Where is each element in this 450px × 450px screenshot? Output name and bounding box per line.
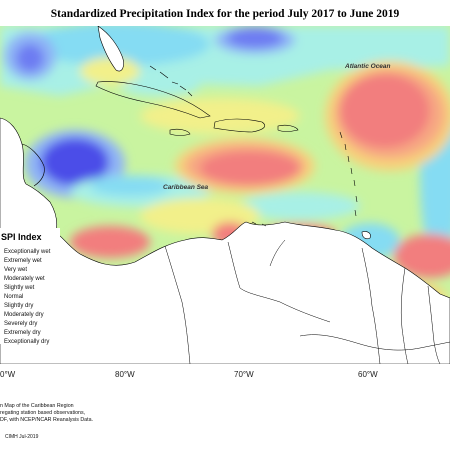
legend-item: Exceptionally wet — [4, 249, 51, 255]
legend-item: Extremely wet — [4, 258, 42, 264]
longitude-label: 60°W — [358, 370, 378, 379]
lesser-antilles — [339, 131, 358, 217]
aruba-curacao — [251, 221, 267, 227]
legend-item: Moderately dry — [4, 312, 44, 318]
spi-legend: SPI Index Exceptionally wet Extremely we… — [0, 228, 60, 347]
spi-field-extremely-wet-north — [227, 28, 283, 48]
florida-land — [97, 26, 124, 72]
legend-item: Moderately wet — [4, 276, 45, 282]
legend-title: SPI Index — [1, 232, 42, 242]
spi-field-extremely-wet-nw — [16, 44, 44, 72]
footer-line: n Map of the Caribbean Region — [0, 403, 74, 409]
legend-item: Extremely dry — [4, 330, 41, 336]
spi-field-extremely-dry-atlantic — [340, 74, 430, 148]
yucatan-coast — [21, 143, 45, 187]
map-footer: n Map of the Caribbean Region regating s… — [0, 403, 93, 425]
footer-line: regating station based observations, — [0, 410, 86, 417]
legend-item: Slightly dry — [4, 303, 34, 309]
longitude-label: 70°W — [234, 370, 254, 379]
footer-line: DF, with NCEP/NCAR Reanalysis Data. — [0, 417, 94, 424]
spi-field-extremely-dry-se — [394, 234, 450, 278]
bahamas-islands — [149, 65, 193, 97]
trinidad-land — [361, 231, 371, 240]
spi-field-moderately-wet-central — [90, 176, 170, 196]
border-guyana-suriname — [400, 267, 409, 364]
south-america-land — [0, 221, 450, 364]
legend-item: Severely dry — [4, 321, 38, 327]
spi-field-moderately-wet-ne — [120, 76, 200, 96]
spi-map — [0, 26, 450, 364]
legend-item: Normal — [4, 294, 24, 300]
longitude-label: 80°W — [115, 370, 135, 379]
border-venezuela-guyana — [361, 247, 381, 364]
map-credit: CIMH Jul-2019 — [5, 434, 39, 440]
spi-field-slightly-dry-north — [80, 57, 140, 85]
spi-field-exceptionally-wet-west — [41, 138, 109, 186]
jamaica-land — [169, 128, 191, 136]
spi-field-slightly-dry-central — [140, 98, 300, 134]
cuba-land — [95, 81, 211, 119]
map-title: Standardized Precipitation Index for the… — [50, 8, 400, 20]
legend-item: Slightly wet — [4, 285, 35, 291]
hispaniola-land — [213, 118, 265, 133]
border-suriname-guiana — [427, 285, 441, 364]
border-brazil — [299, 334, 450, 351]
longitude-label: 0°W — [0, 370, 16, 379]
legend-list: Exceptionally wet Extremely wet Very wet… — [4, 248, 50, 347]
border-colombia-panama — [164, 245, 191, 364]
spi-field-moderately-wet-north — [30, 26, 210, 66]
border-venezuela-inner — [269, 239, 286, 267]
atlantic-ocean-label: Atlantic Ocean — [345, 63, 391, 70]
border-colombia-venezuela — [227, 241, 331, 323]
legend-item: Very wet — [4, 267, 28, 273]
spi-field-extremely-dry-caribbean — [200, 151, 300, 185]
legend-item: Exceptionally dry — [4, 339, 50, 345]
spi-field-extremely-dry-sw — [70, 226, 150, 258]
caribbean-sea-label: Caribbean Sea — [163, 184, 209, 191]
central-america-land — [0, 117, 58, 245]
puerto-rico-land — [277, 124, 299, 132]
spi-field-moderately-wet-south — [240, 192, 360, 220]
